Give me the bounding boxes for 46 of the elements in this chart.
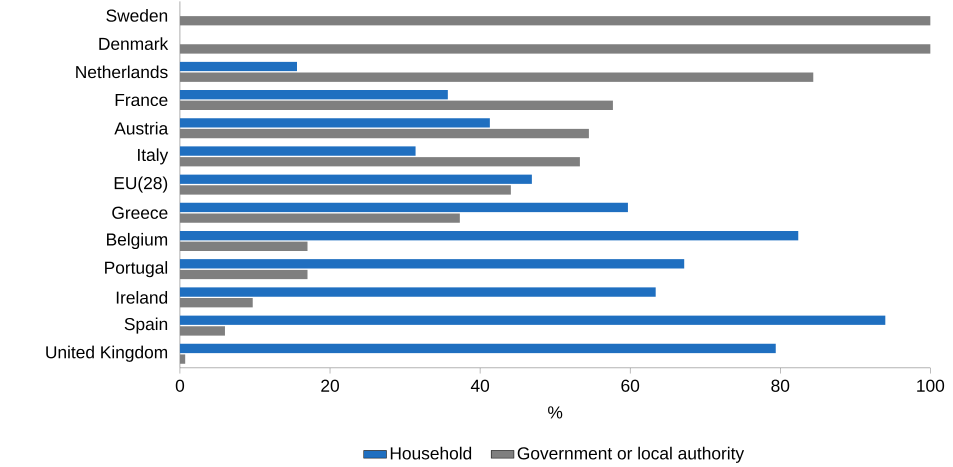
bar	[180, 62, 298, 72]
y-tick-label: Greece	[112, 206, 168, 219]
bar	[180, 230, 798, 240]
bar	[180, 174, 532, 184]
legend-label: Government or local authority	[518, 446, 744, 463]
y-tick-label: Sweden	[106, 8, 168, 22]
y-tick-label: France	[116, 94, 168, 106]
y-tick-label: EU(28)	[114, 176, 168, 193]
y-tick-label: Portugal	[105, 260, 168, 278]
bar	[180, 146, 416, 156]
x-tick-label: 20	[321, 379, 339, 392]
bar	[180, 128, 589, 138]
bar	[180, 326, 225, 336]
y-tick-label: Belgium	[107, 232, 168, 249]
bar	[180, 16, 930, 26]
x-tick-label: 40	[470, 379, 490, 392]
legend-label: Household	[390, 446, 472, 460]
bar	[180, 242, 308, 251]
bar	[180, 156, 580, 166]
y-tick-label: United Kingdom	[46, 346, 168, 362]
bar	[180, 344, 776, 353]
x-tick-label: 100	[917, 379, 944, 392]
x-tick-label: 0	[176, 379, 184, 392]
bar	[180, 354, 186, 364]
x-tick-label: 60	[621, 379, 640, 392]
x-axis-title: %	[548, 406, 562, 418]
bar	[180, 315, 886, 325]
y-tick-label: Italy	[138, 148, 168, 164]
y-tick-label: Denmark	[99, 37, 168, 50]
y-tick-label: Spain	[124, 317, 168, 334]
bar	[180, 185, 511, 194]
bar	[180, 90, 448, 100]
bar	[180, 72, 814, 82]
bar	[180, 202, 628, 212]
y-tick-label: Ireland	[116, 290, 168, 304]
x-tick-label: 80	[771, 379, 790, 392]
bar	[180, 44, 930, 54]
bar	[180, 118, 490, 128]
bar	[180, 270, 308, 280]
bar	[180, 298, 253, 308]
bar	[180, 259, 684, 268]
y-tick-label: Austria	[114, 122, 168, 134]
bar	[180, 213, 460, 223]
y-tick-label: Netherlands	[76, 65, 168, 78]
bar	[180, 100, 613, 110]
bar	[180, 287, 656, 297]
